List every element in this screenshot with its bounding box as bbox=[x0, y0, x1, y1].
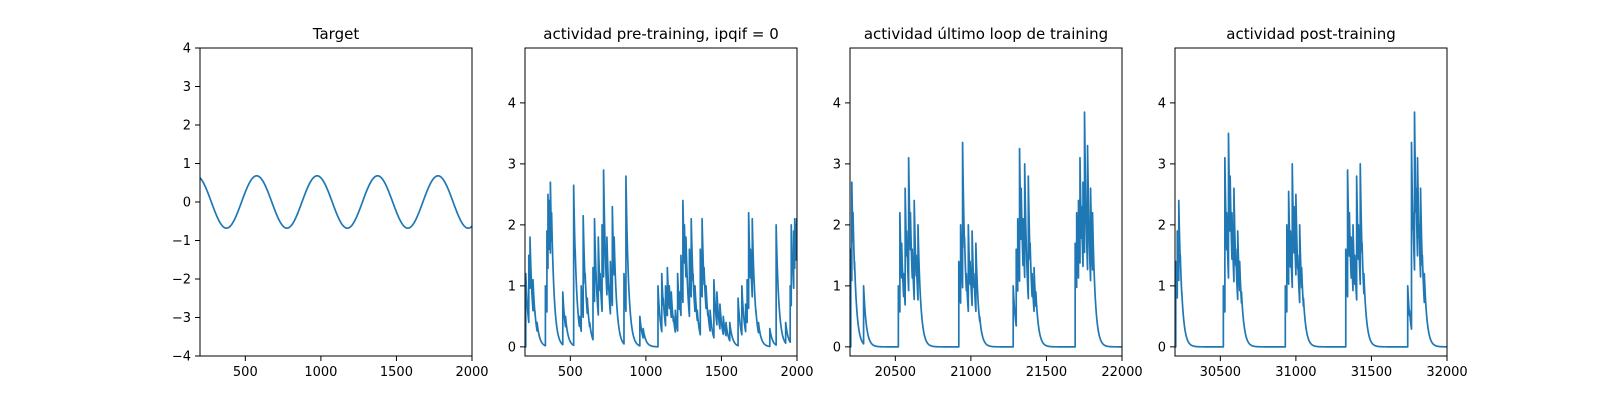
y-tick-label: 2 bbox=[183, 119, 191, 134]
y-tick-label: 2 bbox=[833, 218, 841, 233]
y-tick-label: 1 bbox=[1158, 279, 1166, 294]
chart-title: actividad pre-training, ipqif = 0 bbox=[543, 25, 779, 43]
chart-title: actividad post-training bbox=[1226, 25, 1395, 43]
chart-panel-4: 30500 31000 31500 32000 0 1 2 3 4 actividad post-… bbox=[1158, 25, 1468, 380]
y-tick-label: 3 bbox=[508, 157, 516, 172]
series-line-1 bbox=[1175, 111, 1447, 348]
y-tick-label: −2 bbox=[172, 273, 191, 288]
y-tick-label: 0 bbox=[833, 340, 841, 355]
y-tick-label: 3 bbox=[183, 80, 191, 95]
y-tick-label: −3 bbox=[172, 311, 191, 326]
y-tick-label: 4 bbox=[833, 96, 841, 111]
chart-panel-2: 500 1000 1500 2000 0 1 2 3 4 actividad pre-traini… bbox=[508, 25, 814, 380]
y-tick-label: 1 bbox=[508, 279, 516, 294]
y-tick-label: 1 bbox=[833, 279, 841, 294]
chart-title: actividad último loop de training bbox=[864, 25, 1108, 43]
y-tick-label: 3 bbox=[1158, 157, 1166, 172]
x-tick-label: 2000 bbox=[780, 365, 813, 380]
x-tick-label: 30500 bbox=[1200, 365, 1241, 380]
chart-panel-3: 20500 21000 21500 22000 0 1 2 3 4 actividad últim… bbox=[833, 25, 1143, 380]
axes-frame bbox=[524, 47, 798, 357]
x-tick-label: 21000 bbox=[950, 365, 991, 380]
y-tick-label: 4 bbox=[508, 96, 516, 111]
chart-title: Target bbox=[312, 25, 360, 43]
y-tick-label: 2 bbox=[1158, 218, 1166, 233]
axes-frame bbox=[1174, 47, 1448, 357]
x-tick-label: 31500 bbox=[1351, 365, 1392, 380]
x-tick-label: 1000 bbox=[304, 365, 337, 380]
x-tick-label: 22000 bbox=[1101, 365, 1142, 380]
series-line-1 bbox=[525, 169, 797, 348]
x-tick-label: 1500 bbox=[705, 365, 738, 380]
series-line-1 bbox=[850, 111, 1122, 348]
x-tick-label: 32000 bbox=[1426, 365, 1467, 380]
y-tick-label: −1 bbox=[172, 234, 191, 249]
x-tick-label: 20500 bbox=[875, 365, 916, 380]
x-tick-label: 21500 bbox=[1026, 365, 1067, 380]
y-tick-label: 0 bbox=[1158, 340, 1166, 355]
x-tick-label: 2000 bbox=[455, 365, 488, 380]
y-tick-label: 0 bbox=[183, 196, 191, 211]
y-tick-label: 4 bbox=[1158, 96, 1166, 111]
series-line-1 bbox=[200, 174, 472, 230]
y-tick-label: 0 bbox=[508, 340, 516, 355]
axes-frame bbox=[849, 47, 1123, 357]
y-tick-label: 4 bbox=[183, 42, 191, 57]
chart-panel-1: 500 1000 1500 2000 −4 −3 −2 −1 0 1 2 3 4 Target bbox=[172, 25, 489, 380]
y-tick-label: −4 bbox=[172, 350, 191, 365]
x-tick-label: 500 bbox=[558, 365, 583, 380]
x-tick-label: 1000 bbox=[629, 365, 662, 380]
x-tick-label: 1500 bbox=[380, 365, 413, 380]
y-tick-label: 2 bbox=[508, 218, 516, 233]
x-tick-label: 31000 bbox=[1275, 365, 1316, 380]
x-tick-label: 500 bbox=[233, 365, 258, 380]
y-tick-label: 1 bbox=[183, 157, 191, 172]
y-tick-label: 3 bbox=[833, 157, 841, 172]
